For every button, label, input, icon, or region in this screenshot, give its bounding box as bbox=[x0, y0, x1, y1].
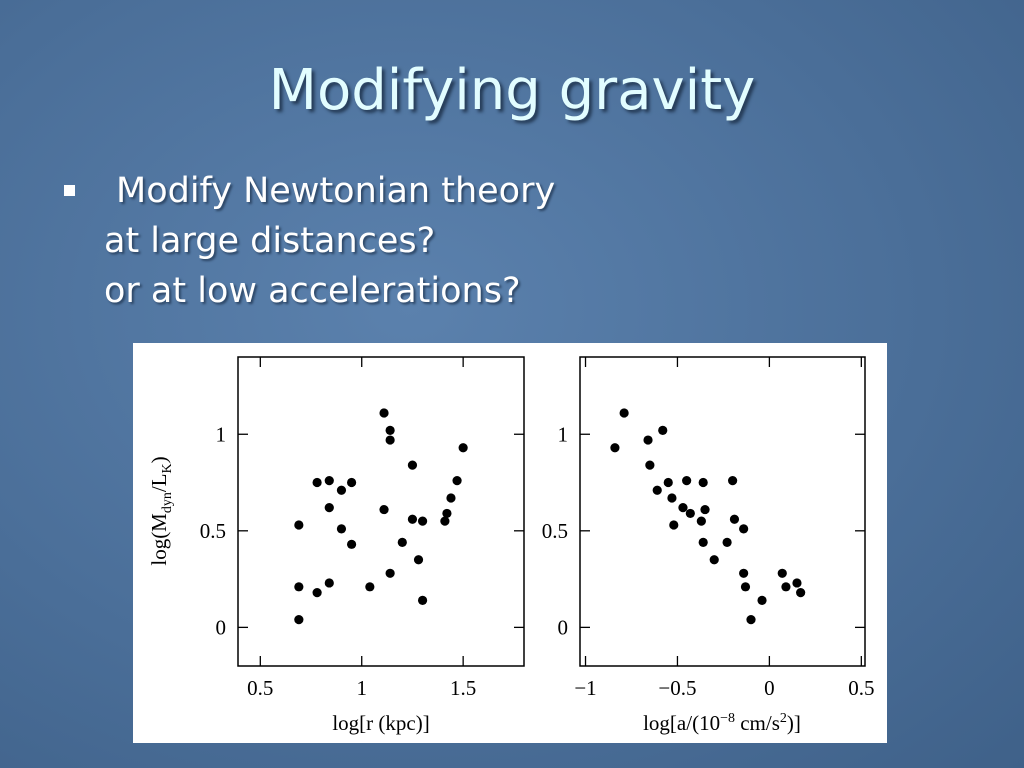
y-tick-label: 0.5 bbox=[200, 519, 226, 543]
data-point bbox=[365, 582, 375, 592]
data-point bbox=[658, 425, 668, 435]
y-tick-label: 0 bbox=[558, 615, 569, 639]
data-point bbox=[685, 508, 695, 519]
label-part: −8 bbox=[720, 711, 735, 726]
data-point bbox=[379, 408, 389, 418]
data-point bbox=[667, 493, 677, 503]
data-point bbox=[413, 555, 424, 565]
x-tick-label: 1 bbox=[356, 676, 367, 700]
label-part: log[a/(10 bbox=[643, 711, 720, 735]
data-point bbox=[669, 520, 679, 530]
data-point bbox=[739, 524, 749, 534]
data-point bbox=[792, 578, 802, 588]
bullet: Modify Newtonian theory at large distanc… bbox=[64, 166, 555, 316]
data-point bbox=[452, 476, 462, 486]
label-part: ) bbox=[147, 456, 171, 463]
figure-panel bbox=[133, 343, 887, 743]
data-point bbox=[610, 443, 620, 453]
x-tick-label: 0.5 bbox=[247, 676, 273, 700]
data-point bbox=[385, 568, 395, 578]
plot-frame bbox=[579, 356, 866, 667]
label-part: 2 bbox=[780, 711, 787, 726]
label-part: cm/s bbox=[735, 711, 780, 735]
data-point bbox=[417, 516, 428, 526]
data-point bbox=[796, 588, 806, 598]
y-tick-label: 0 bbox=[216, 615, 227, 639]
data-point bbox=[324, 476, 334, 486]
data-point bbox=[294, 615, 304, 625]
data-point bbox=[385, 425, 395, 435]
x-tick-label: 1.5 bbox=[450, 676, 476, 700]
data-point bbox=[440, 516, 450, 526]
data-point bbox=[728, 476, 738, 486]
y-tick-label: 1 bbox=[216, 422, 227, 446]
data-point bbox=[729, 514, 740, 524]
data-point bbox=[740, 582, 751, 592]
data-point bbox=[312, 477, 322, 488]
data-point bbox=[678, 503, 688, 513]
data-point bbox=[324, 578, 334, 588]
data-point bbox=[336, 524, 347, 534]
bullet-line: Modify Newtonian theory bbox=[116, 171, 556, 211]
data-point bbox=[407, 514, 418, 524]
data-point bbox=[312, 588, 322, 598]
data-point bbox=[709, 555, 719, 565]
label-part: )] bbox=[787, 711, 801, 735]
data-point bbox=[663, 477, 673, 488]
x-axis-label: log[r (kpc)] bbox=[332, 711, 429, 735]
label-part: log(M bbox=[147, 513, 171, 566]
data-point bbox=[346, 539, 357, 549]
x-tick-label: 0 bbox=[764, 676, 775, 700]
data-point bbox=[698, 537, 708, 548]
data-point bbox=[442, 508, 452, 519]
data-point bbox=[417, 595, 428, 605]
data-point bbox=[407, 460, 418, 470]
plot-frame bbox=[237, 356, 525, 667]
data-point bbox=[696, 516, 706, 526]
label-part: dyn bbox=[160, 492, 175, 513]
data-point bbox=[757, 595, 767, 605]
data-point bbox=[645, 460, 655, 470]
bullet-line: at large distances? bbox=[104, 221, 436, 261]
y-tick-label: 1 bbox=[558, 422, 569, 446]
data-point bbox=[379, 504, 389, 515]
label-part: K bbox=[160, 463, 175, 473]
x-axis-label: log[a/(10−8 cm/s2)] bbox=[643, 711, 801, 735]
bullet-line: or at low accelerations? bbox=[104, 271, 521, 311]
data-point bbox=[397, 537, 407, 548]
data-point bbox=[346, 477, 357, 488]
data-point bbox=[446, 493, 456, 503]
y-tick-label: 0.5 bbox=[542, 519, 568, 543]
label-part: /L bbox=[147, 473, 171, 492]
slide-title: Modifying gravity bbox=[268, 58, 756, 123]
data-point bbox=[682, 476, 692, 486]
data-point bbox=[746, 615, 756, 625]
data-point bbox=[294, 582, 304, 592]
data-point bbox=[294, 520, 304, 530]
data-point bbox=[652, 485, 662, 495]
data-point bbox=[324, 503, 334, 513]
data-point bbox=[619, 408, 629, 418]
data-point bbox=[781, 582, 791, 592]
x-tick-label: −0.5 bbox=[658, 676, 696, 700]
data-point bbox=[739, 568, 749, 578]
data-point bbox=[336, 485, 347, 495]
x-tick-label: −1 bbox=[574, 676, 596, 700]
data-point bbox=[698, 477, 708, 488]
bullet-marker bbox=[64, 185, 75, 196]
y-axis-label: log(Mdyn/LK) bbox=[147, 456, 175, 565]
data-point bbox=[722, 537, 732, 548]
data-point bbox=[385, 435, 395, 445]
data-point bbox=[700, 504, 710, 515]
data-point bbox=[643, 435, 653, 445]
data-point bbox=[458, 443, 468, 453]
data-point bbox=[777, 568, 787, 578]
x-tick-label: 0.5 bbox=[848, 676, 874, 700]
